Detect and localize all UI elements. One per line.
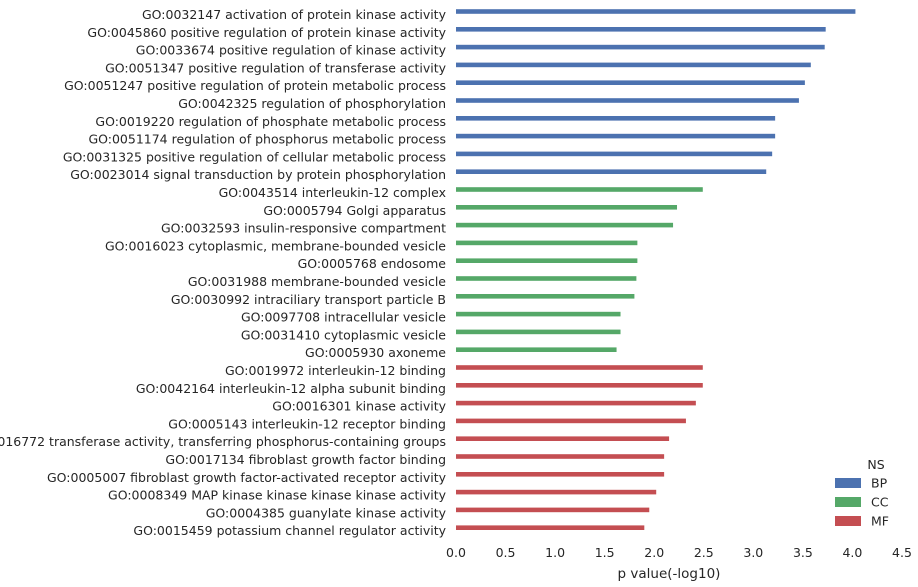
x-tick-label: 0.5 xyxy=(496,545,516,560)
bar-bp xyxy=(456,169,767,174)
category-labels: GO:0032147 activation of protein kinase … xyxy=(0,7,447,538)
category-label: GO:0051347 positive regulation of transf… xyxy=(105,60,447,75)
x-tick-label: 2.5 xyxy=(694,545,714,560)
bar-bp xyxy=(456,9,856,14)
legend-label-mf: MF xyxy=(871,514,889,529)
category-label: GO:0004385 guanylate kinase activity xyxy=(206,505,447,520)
category-label: GO:0005794 Golgi apparatus xyxy=(263,203,446,218)
legend-label-cc: CC xyxy=(871,495,889,510)
category-label: GO:0008349 MAP kinase kinase kinase kina… xyxy=(108,488,447,503)
bar-mf xyxy=(456,400,696,406)
x-tick-label: 0.0 xyxy=(446,545,466,560)
category-label: GO:0005768 endosome xyxy=(298,256,447,271)
x-tick-label: 4.5 xyxy=(892,545,912,560)
legend-title: NS xyxy=(867,457,884,472)
bar-bp xyxy=(456,133,776,139)
category-label: GO:0045860 positive regulation of protei… xyxy=(87,25,446,40)
x-tick-label: 4.0 xyxy=(842,545,862,560)
legend-swatch-mf xyxy=(835,516,861,526)
x-axis-ticks: 0.0 0.5 1.0 1.5 2.0 2.5 3.0 3.5 4.0 4.5 xyxy=(446,545,912,560)
bar-mf xyxy=(456,436,670,441)
bar-cc xyxy=(456,311,621,317)
category-label: GO:0033674 positive regulation of kinase… xyxy=(136,43,447,58)
bar-mf xyxy=(456,383,703,388)
legend-swatch-bp xyxy=(835,478,861,488)
category-label: GO:0005143 interleukin-12 receptor bindi… xyxy=(168,416,446,431)
bar-mf xyxy=(456,418,686,424)
category-label: GO:0017134 fibroblast growth factor bind… xyxy=(165,452,446,467)
x-tick-label: 3.0 xyxy=(743,545,763,560)
category-label: GO:0016023 cytoplasmic, membrane-bounded… xyxy=(105,238,446,253)
category-label: GO:0051174 regulation of phosphorus meta… xyxy=(88,132,446,147)
bar-cc xyxy=(456,205,678,210)
bar-bp xyxy=(456,98,799,103)
legend-swatch-cc xyxy=(835,497,861,507)
bar-cc xyxy=(456,187,703,192)
bar-cc xyxy=(456,222,674,228)
category-label: GO:0023014 signal transduction by protei… xyxy=(70,167,446,182)
x-axis-title: p value(-log10) xyxy=(618,566,721,582)
bar-mf xyxy=(456,472,665,477)
bar-bp xyxy=(456,44,825,50)
bar-bp xyxy=(456,80,805,85)
bar-bp xyxy=(456,151,773,157)
category-label: GO:0042164 interleukin-12 alpha subunit … xyxy=(136,381,446,396)
bar-cc xyxy=(456,258,638,263)
category-label: GO:0016301 kinase activity xyxy=(272,399,446,414)
legend-label-bp: BP xyxy=(871,476,888,491)
bar-cc xyxy=(456,240,638,246)
category-label: GO:0019972 interleukin-12 binding xyxy=(225,363,446,378)
x-tick-label: 3.5 xyxy=(793,545,813,560)
bar-mf xyxy=(456,507,650,513)
category-label: GO:0051247 positive regulation of protei… xyxy=(64,78,446,93)
category-label: GO:0030992 intraciliary transport partic… xyxy=(171,292,446,307)
bar-cc xyxy=(456,329,621,335)
bar-mf xyxy=(456,489,657,495)
bar-mf xyxy=(456,525,645,530)
category-label: GO:0005930 axoneme xyxy=(305,345,446,360)
category-label: GO:0031988 membrane-bounded vesicle xyxy=(188,274,446,289)
bar-mf xyxy=(456,454,665,459)
bars-group xyxy=(456,9,856,530)
category-label: GO:0042325 regulation of phosphorylation xyxy=(178,96,446,111)
category-label: GO:0015459 potassium channel regulator a… xyxy=(133,523,446,538)
category-label: GO:0031410 cytoplasmic vesicle xyxy=(241,327,446,342)
bar-mf xyxy=(456,365,703,370)
category-label: GO:0032593 insulin-responsive compartmen… xyxy=(161,221,446,236)
category-label: GO:0032147 activation of protein kinase … xyxy=(142,7,447,22)
category-label: GO:0031325 positive regulation of cellul… xyxy=(63,149,446,164)
bar-bp xyxy=(456,116,776,121)
category-label: GO:0016772 transferase activity, transfe… xyxy=(0,434,446,449)
category-label: GO:0019220 regulation of phosphate metab… xyxy=(95,114,446,129)
x-tick-label: 2.0 xyxy=(644,545,664,560)
bar-cc xyxy=(456,294,635,299)
category-label: GO:0005007 fibroblast growth factor-acti… xyxy=(47,470,447,485)
bar-cc xyxy=(456,276,637,281)
x-tick-label: 1.5 xyxy=(595,545,615,560)
category-label: GO:0043514 interleukin-12 complex xyxy=(219,185,446,200)
category-label: GO:0097708 intracellular vesicle xyxy=(241,310,446,325)
bar-bp xyxy=(456,62,811,68)
x-tick-label: 1.0 xyxy=(545,545,565,560)
legend: NS BP CC MF xyxy=(835,457,889,529)
bar-bp xyxy=(456,27,826,32)
bar-cc xyxy=(456,347,617,352)
